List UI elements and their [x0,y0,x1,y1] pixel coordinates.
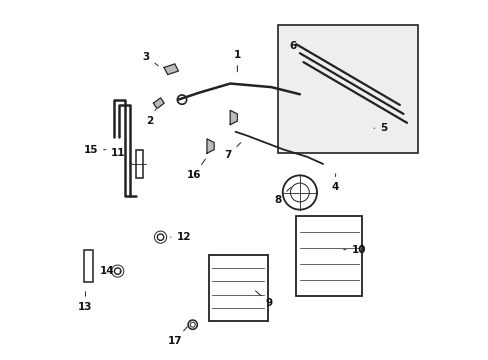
Polygon shape [164,64,178,75]
Text: 12: 12 [170,232,191,242]
Polygon shape [153,98,164,109]
Bar [278,24,417,153]
Text: 17: 17 [167,327,187,346]
Text: 1: 1 [233,50,241,72]
Bar [208,255,267,321]
Text: 15: 15 [83,145,106,155]
Polygon shape [230,111,237,125]
Text: 2: 2 [146,109,155,126]
Text: 7: 7 [224,143,240,160]
Text: 4: 4 [331,174,339,192]
Bar [296,216,362,296]
Text: 3: 3 [142,52,158,66]
Bar [135,150,142,178]
Bar [83,249,93,282]
Polygon shape [206,139,214,153]
Text: 13: 13 [78,292,93,312]
Text: 11: 11 [110,148,132,164]
Text: 8: 8 [274,187,290,204]
Text: 14: 14 [100,266,120,276]
Text: 9: 9 [255,291,272,308]
Text: 16: 16 [187,159,205,180]
Text: 5: 5 [373,123,386,133]
Text: 6: 6 [288,41,301,55]
Text: 10: 10 [343,245,366,255]
